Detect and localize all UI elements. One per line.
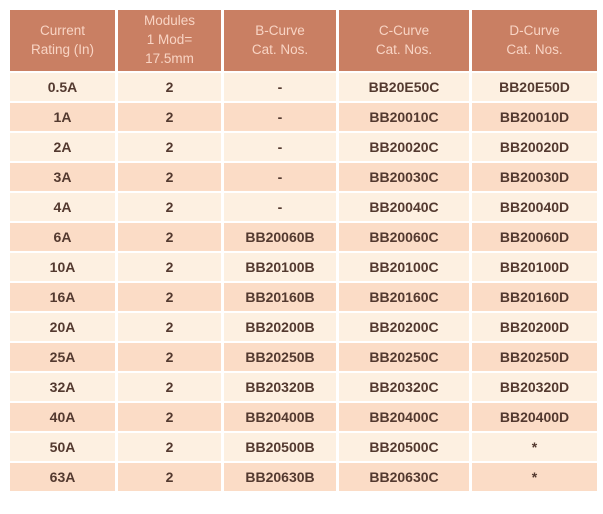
cell-modules: 2 <box>118 313 221 341</box>
cell-b-curve: BB20160B <box>224 283 336 311</box>
cell-d-curve: BB20200D <box>472 313 597 341</box>
table-row: 2A 2- BB20020C BB20020D <box>10 133 597 161</box>
cell-b-curve: - <box>224 133 336 161</box>
cell-current-rating: 6A <box>10 223 115 251</box>
column-header-d-curve: D-Curve Cat. Nos. <box>472 10 597 71</box>
cell-current-rating: 63A <box>10 463 115 491</box>
cell-d-curve: BB20020D <box>472 133 597 161</box>
table-row: 4A 2- BB20040C BB20040D <box>10 193 597 221</box>
cell-d-curve: BB20030D <box>472 163 597 191</box>
cell-b-curve: BB20400B <box>224 403 336 431</box>
cell-current-rating: 50A <box>10 433 115 461</box>
cell-b-curve: BB20200B <box>224 313 336 341</box>
header-row: Current Rating (In) Modules 1 Mod= 17.5m… <box>10 10 597 71</box>
cell-modules: 2 <box>118 103 221 131</box>
catalog-table-body: 0.5A 2- BB20E50C BB20E50D 1A 2- BB20010C BB2001… <box>10 73 597 491</box>
cell-c-curve: BB20E50C <box>339 73 469 101</box>
cell-c-curve: BB20200C <box>339 313 469 341</box>
table-row: 16A 2 BB20160B BB20160C BB20160D <box>10 283 597 311</box>
cell-modules: 2 <box>118 283 221 311</box>
cell-d-curve: BB20E50D <box>472 73 597 101</box>
cell-current-rating: 2A <box>10 133 115 161</box>
cell-b-curve: - <box>224 103 336 131</box>
cell-d-curve: BB20100D <box>472 253 597 281</box>
catalog-table: Current Rating (In) Modules 1 Mod= 17.5m… <box>7 8 600 493</box>
cell-c-curve: BB20100C <box>339 253 469 281</box>
cell-c-curve: BB20400C <box>339 403 469 431</box>
cell-c-curve: BB20320C <box>339 373 469 401</box>
cell-modules: 2 <box>118 163 221 191</box>
table-row: 63A 2 BB20630B BB20630C * <box>10 463 597 491</box>
table-row: 40A 2 BB20400B BB20400C BB20400D <box>10 403 597 431</box>
cell-current-rating: 25A <box>10 343 115 371</box>
cell-modules: 2 <box>118 463 221 491</box>
table-row: 1A 2- BB20010C BB20010D <box>10 103 597 131</box>
cell-d-curve: BB20060D <box>472 223 597 251</box>
cell-current-rating: 4A <box>10 193 115 221</box>
column-header-current-rating: Current Rating (In) <box>10 10 115 71</box>
cell-current-rating: 40A <box>10 403 115 431</box>
column-header-b-curve: B-Curve Cat. Nos. <box>224 10 336 71</box>
cell-d-curve: BB20040D <box>472 193 597 221</box>
cell-b-curve: BB20630B <box>224 463 336 491</box>
table-row: 0.5A 2- BB20E50C BB20E50D <box>10 73 597 101</box>
table-row: 25A 2 BB20250B BB20250C BB20250D <box>10 343 597 371</box>
cell-d-curve: BB20250D <box>472 343 597 371</box>
cell-b-curve: - <box>224 163 336 191</box>
cell-modules: 2 <box>118 73 221 101</box>
cell-c-curve: BB20040C <box>339 193 469 221</box>
catalog-table-header: Current Rating (In) Modules 1 Mod= 17.5m… <box>10 10 597 71</box>
cell-modules: 2 <box>118 343 221 371</box>
cell-b-curve: BB20500B <box>224 433 336 461</box>
cell-c-curve: BB20010C <box>339 103 469 131</box>
table-row: 20A 2 BB20200B BB20200C BB20200D <box>10 313 597 341</box>
cell-modules: 2 <box>118 133 221 161</box>
cell-modules: 2 <box>118 253 221 281</box>
cell-b-curve: - <box>224 193 336 221</box>
cell-b-curve: BB20060B <box>224 223 336 251</box>
cell-c-curve: BB20630C <box>339 463 469 491</box>
table-row: 10A 2 BB20100B BB20100C BB20100D <box>10 253 597 281</box>
cell-current-rating: 16A <box>10 283 115 311</box>
table-row: 3A 2- BB20030C BB20030D <box>10 163 597 191</box>
cell-c-curve: BB20500C <box>339 433 469 461</box>
cell-modules: 2 <box>118 373 221 401</box>
cell-c-curve: BB20250C <box>339 343 469 371</box>
cell-current-rating: 32A <box>10 373 115 401</box>
cell-d-curve: BB20010D <box>472 103 597 131</box>
cell-d-curve: BB20400D <box>472 403 597 431</box>
cell-c-curve: BB20160C <box>339 283 469 311</box>
column-header-c-curve: C-Curve Cat. Nos. <box>339 10 469 71</box>
cell-b-curve: BB20320B <box>224 373 336 401</box>
cell-current-rating: 10A <box>10 253 115 281</box>
cell-b-curve: BB20250B <box>224 343 336 371</box>
column-header-modules: Modules 1 Mod= 17.5mm <box>118 10 221 71</box>
cell-modules: 2 <box>118 403 221 431</box>
cell-modules: 2 <box>118 193 221 221</box>
cell-c-curve: BB20020C <box>339 133 469 161</box>
cell-current-rating: 3A <box>10 163 115 191</box>
cell-d-curve: BB20160D <box>472 283 597 311</box>
cell-d-curve: * <box>472 463 597 491</box>
cell-c-curve: BB20030C <box>339 163 469 191</box>
cell-d-curve: BB20320D <box>472 373 597 401</box>
table-row: 6A 2 BB20060B BB20060C BB20060D <box>10 223 597 251</box>
cell-b-curve: - <box>224 73 336 101</box>
cell-current-rating: 20A <box>10 313 115 341</box>
cell-current-rating: 1A <box>10 103 115 131</box>
cell-modules: 2 <box>118 433 221 461</box>
table-row: 32A 2 BB20320B BB20320C BB20320D <box>10 373 597 401</box>
cell-d-curve: * <box>472 433 597 461</box>
cell-modules: 2 <box>118 223 221 251</box>
table-row: 50A 2 BB20500B BB20500C * <box>10 433 597 461</box>
cell-current-rating: 0.5A <box>10 73 115 101</box>
cell-c-curve: BB20060C <box>339 223 469 251</box>
cell-b-curve: BB20100B <box>224 253 336 281</box>
